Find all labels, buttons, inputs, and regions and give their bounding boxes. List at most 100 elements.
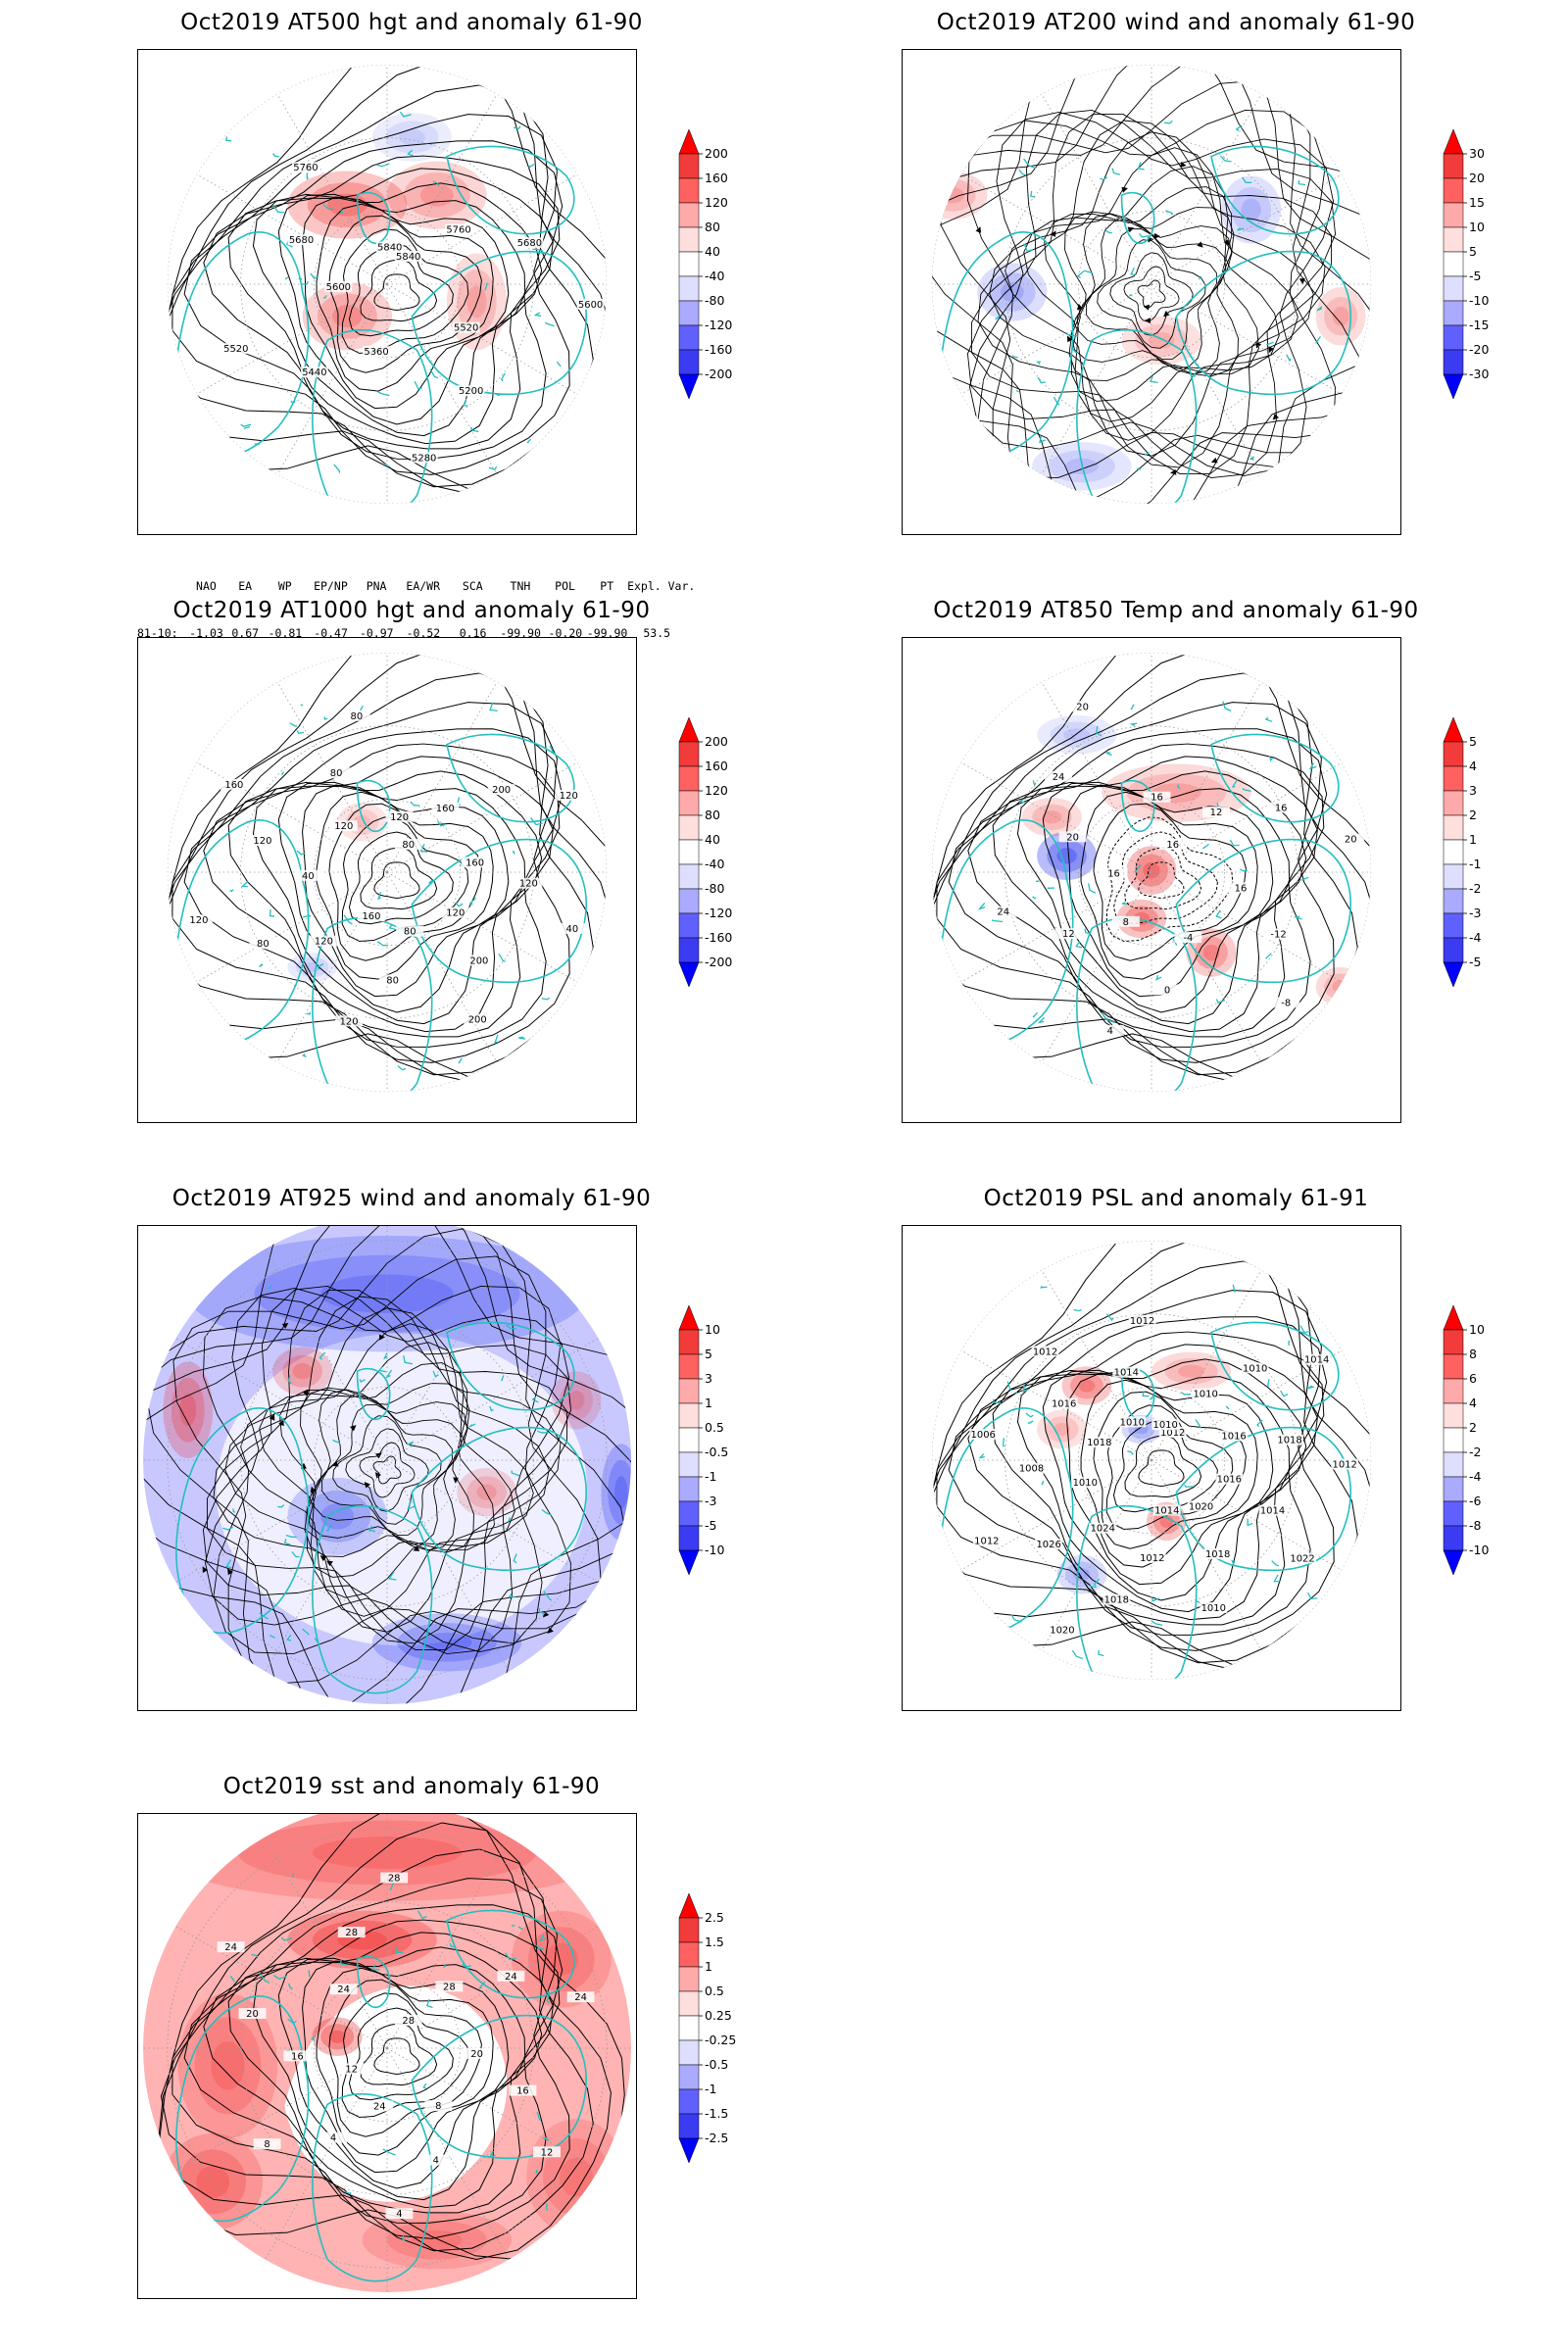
contour-label-bg xyxy=(366,2100,394,2112)
coastline xyxy=(1202,843,1209,850)
coastline xyxy=(407,149,415,157)
coastline xyxy=(446,145,575,235)
colorbar-tick-label: -4 xyxy=(1469,1469,1482,1484)
contour-label: 24 xyxy=(373,2102,386,2113)
contour-label-bg xyxy=(337,2063,366,2075)
colorbar-swatch xyxy=(678,1353,700,1380)
coastline xyxy=(526,438,531,444)
coastline xyxy=(397,1064,407,1071)
colorbar-svg: 10 8 6 4 2 -2 -4 -6 -8 -10 xyxy=(1443,1304,1489,1576)
anomaly-shading xyxy=(1042,810,1062,824)
coastline xyxy=(1183,1484,1194,1488)
streamline xyxy=(259,1342,515,1598)
coastline xyxy=(289,722,298,727)
contour-line xyxy=(1124,847,1202,910)
contour-label: 1016 xyxy=(1052,1399,1076,1410)
streamline-arrow xyxy=(975,226,982,233)
coastline xyxy=(411,838,587,984)
coastline xyxy=(1128,293,1133,297)
colorbar: 200 160 120 80 40 -40 -80 -120 -160 -200 xyxy=(678,716,767,1041)
contour-line xyxy=(1080,1379,1258,1568)
coastline xyxy=(290,400,296,404)
colorbar: 200 160 120 80 40 -40 -80 -120 -160 -200 xyxy=(678,128,767,453)
colorbar-swatch xyxy=(678,765,700,792)
coastline xyxy=(1096,725,1102,737)
contour-label-bg xyxy=(424,2100,453,2112)
contour-label-bg xyxy=(1096,1024,1124,1036)
streamline-arrow xyxy=(319,1555,327,1562)
coastline xyxy=(992,1398,1002,1404)
coastline xyxy=(468,1423,476,1428)
contour-line xyxy=(1093,1391,1247,1549)
coastline xyxy=(1053,396,1060,406)
meridian-line xyxy=(1151,1459,1279,1681)
contour-label: 4 xyxy=(396,2209,402,2220)
anomaly-shading xyxy=(385,121,439,154)
colorbar-swatch xyxy=(678,2064,700,2090)
coastline xyxy=(377,391,390,397)
coastline xyxy=(533,312,542,317)
contour-label-bg xyxy=(380,1872,409,1884)
contour-label: 120 xyxy=(334,821,353,832)
contour-label: 160 xyxy=(466,858,484,868)
coastline xyxy=(468,897,476,906)
coastline xyxy=(1015,389,1019,393)
coastline xyxy=(310,272,319,279)
streamline-arrow xyxy=(364,1481,370,1489)
meridian-line xyxy=(386,2047,514,2269)
contour-label: 24 xyxy=(574,1992,587,2003)
coastline xyxy=(344,2190,352,2195)
colorbar-svg: 5 4 3 2 1 -1 -2 -3 -4 -5 xyxy=(1443,716,1482,988)
panel-title: Oct2019 PSL and anomaly 61-91 xyxy=(983,1186,1369,1211)
teleconnection-value: 53.5 xyxy=(643,626,671,640)
anomaly-shading xyxy=(287,171,408,239)
contour-label: 1012 xyxy=(1033,1347,1057,1357)
coastline xyxy=(478,1981,486,1989)
contour-label-bg xyxy=(576,298,605,310)
meridian-line xyxy=(1024,64,1152,285)
contour-label-bg xyxy=(1337,833,1365,845)
anomaly-shading xyxy=(560,2157,593,2197)
colorbar-tick-label: -1 xyxy=(705,2082,716,2096)
colorbar-tick-label: -15 xyxy=(1469,318,1489,332)
contour-label-bg xyxy=(1174,931,1202,943)
contour-label-bg xyxy=(1152,1504,1181,1516)
contour-label-bg xyxy=(969,1428,998,1440)
anomaly-shading xyxy=(387,161,487,229)
contour-label: 24 xyxy=(224,1942,237,1953)
colorbar-swatch xyxy=(678,1402,700,1429)
contour-label-bg xyxy=(457,385,485,397)
colorbar-tick-label: 120 xyxy=(705,783,728,798)
colorbar-tick-label: 10 xyxy=(1469,220,1485,234)
contour-label-bg xyxy=(566,1991,595,2003)
coastline xyxy=(1232,1284,1236,1293)
meridian-line xyxy=(1151,652,1279,873)
meridian-line xyxy=(260,283,388,505)
colorbar-swatch xyxy=(678,839,700,865)
coastline xyxy=(1316,306,1323,312)
colorbar-tick-label: 160 xyxy=(705,171,728,185)
contour-label: 24 xyxy=(505,1972,517,1983)
colorbar-swatch xyxy=(678,937,700,963)
colorbar-tick-label: -10 xyxy=(1469,1543,1489,1557)
streamline-arrow xyxy=(413,1545,420,1551)
coastline xyxy=(1163,120,1173,124)
contour-label-bg xyxy=(1112,1366,1141,1378)
colorbar-swatch xyxy=(678,2015,700,2041)
contour-label: 5600 xyxy=(326,282,351,293)
coastline xyxy=(312,916,433,1093)
contour-label: 1010 xyxy=(1243,1363,1267,1374)
anomaly-shading xyxy=(320,1503,355,1530)
contour-label: 1010 xyxy=(1201,1603,1226,1614)
contour-label-bg xyxy=(221,343,250,355)
colorbar-tick-label: 160 xyxy=(705,759,728,773)
coastline xyxy=(395,1946,404,1954)
anomaly-shading xyxy=(567,1390,585,1410)
coastline xyxy=(517,1926,523,1931)
contour-label: 1018 xyxy=(1087,1438,1111,1448)
streamline xyxy=(968,111,1335,477)
coastline xyxy=(508,1517,512,1522)
colorbar-tick-label: 0.5 xyxy=(705,1984,724,1998)
coastline xyxy=(488,466,498,470)
contour-label: 20 xyxy=(246,2009,259,2020)
